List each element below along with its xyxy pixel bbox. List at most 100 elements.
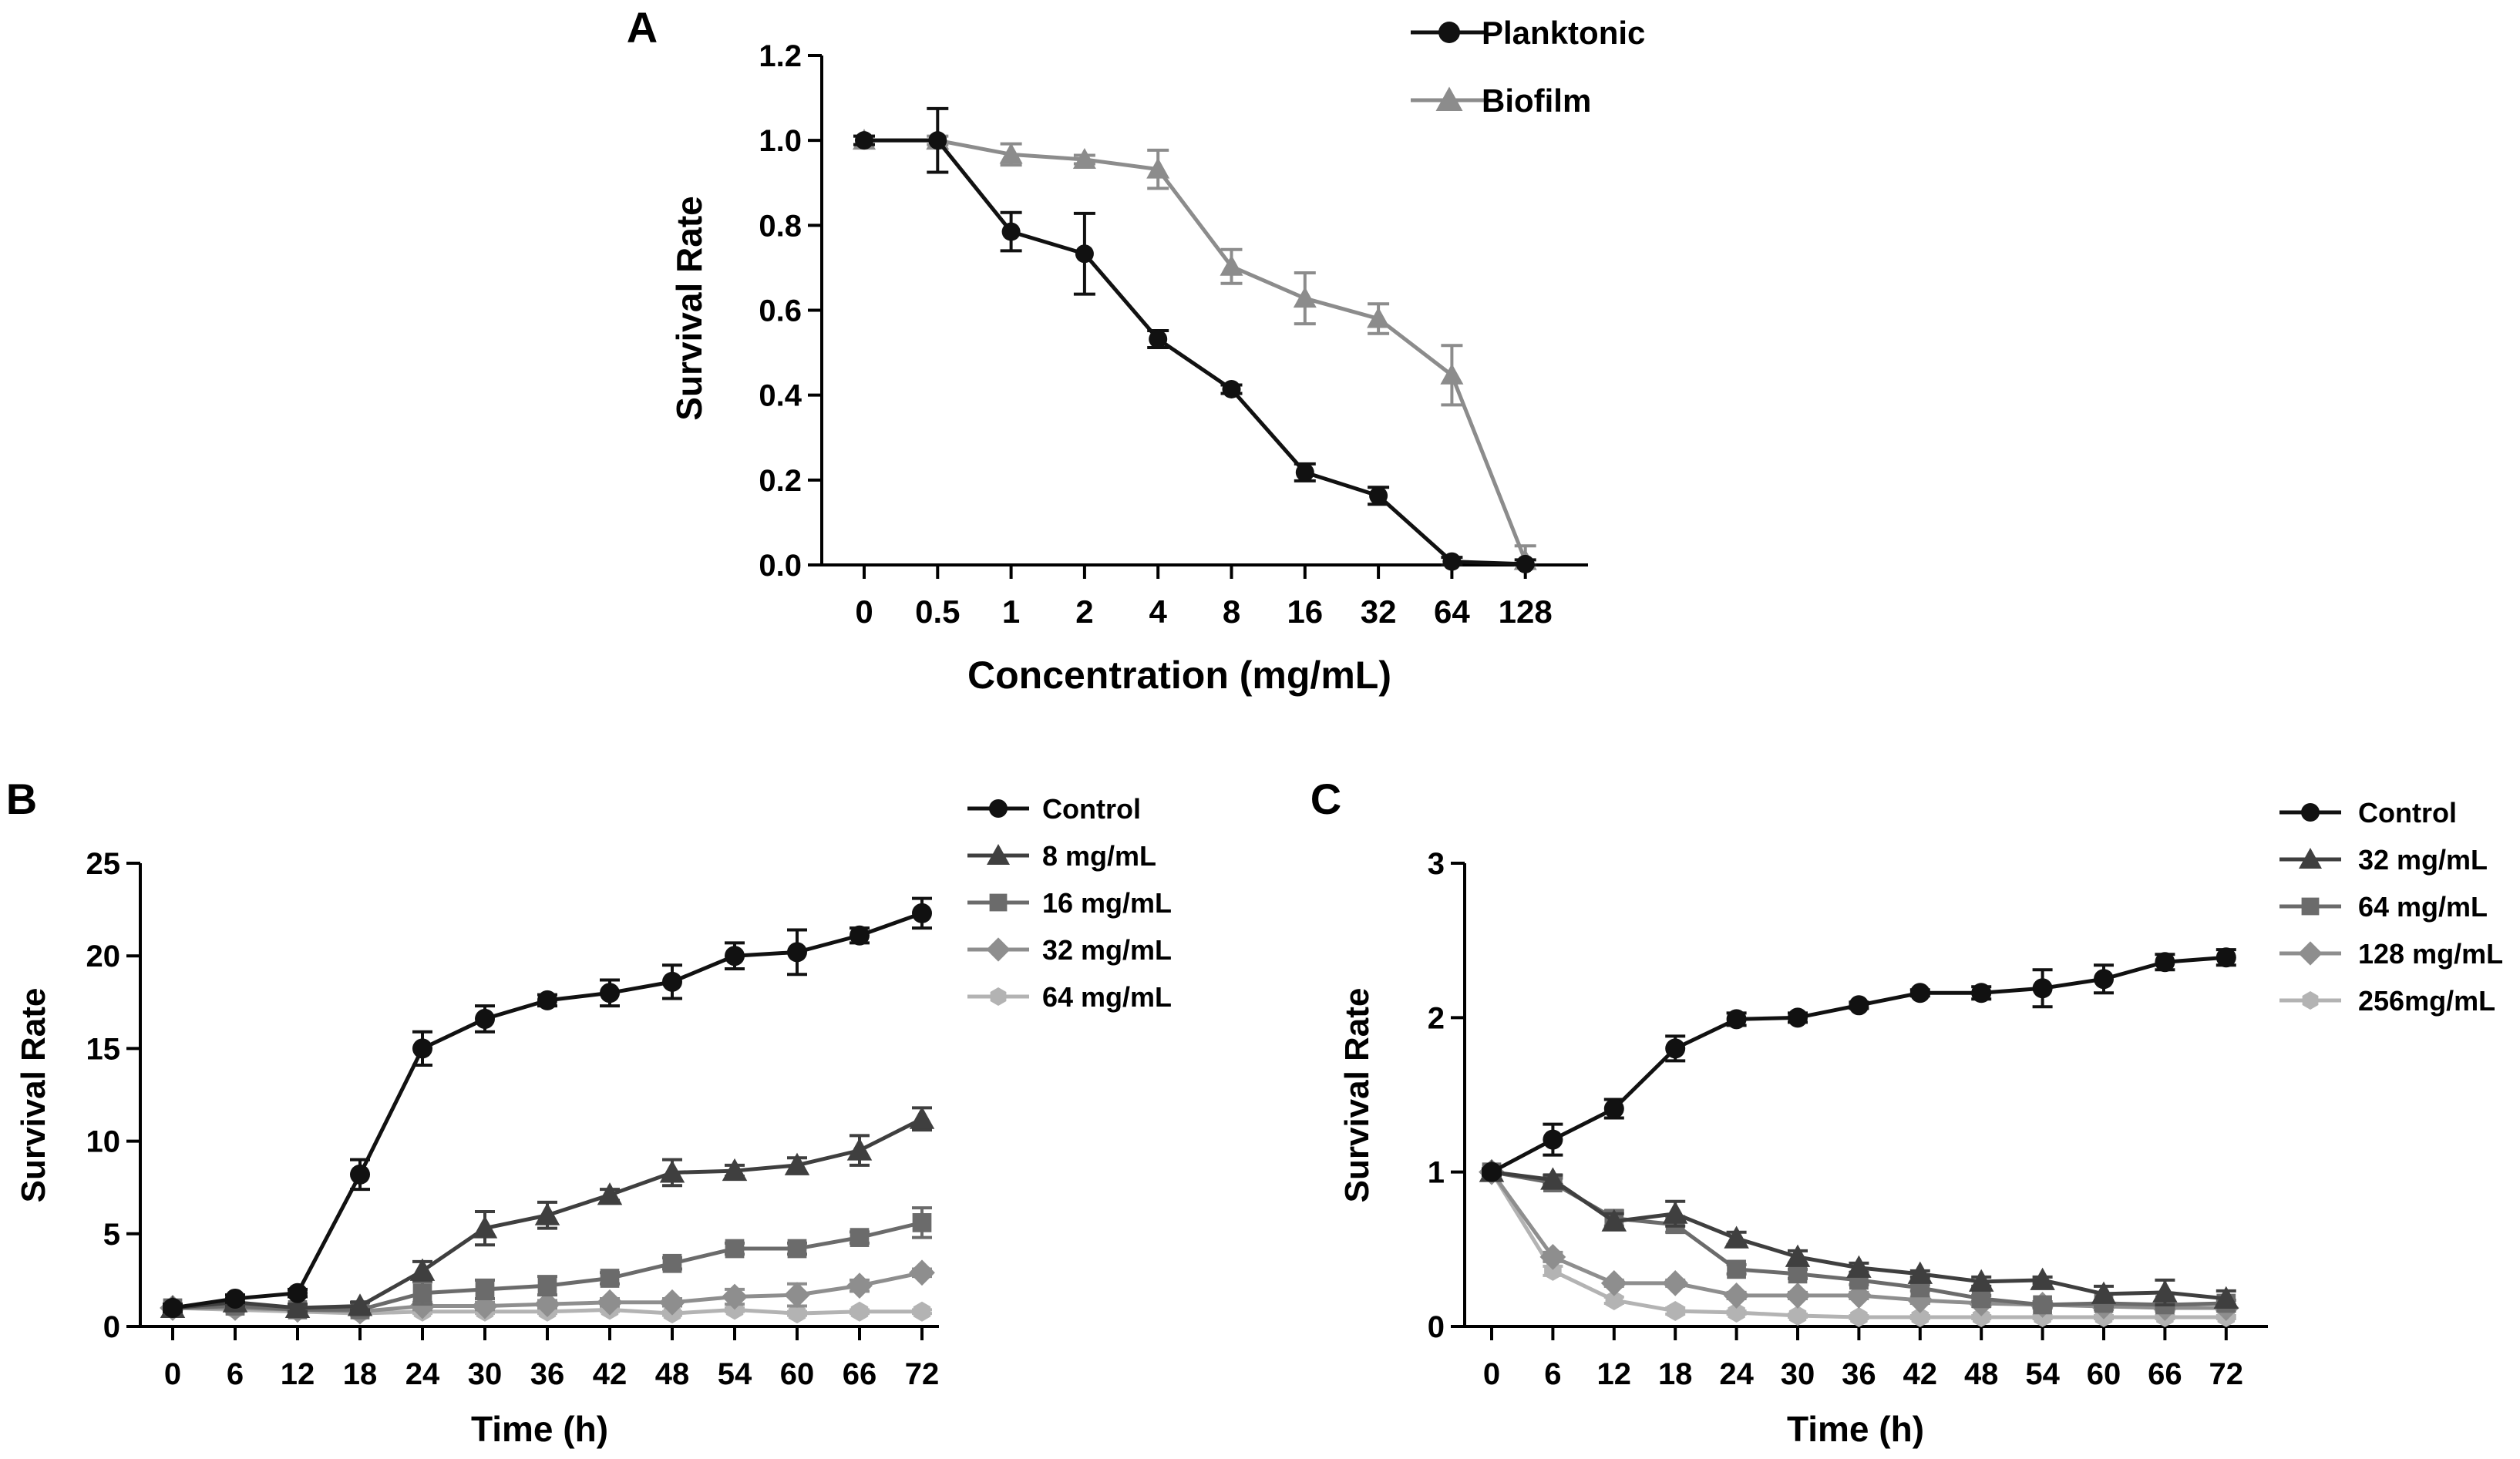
- x-tick-label: 0: [164, 1357, 181, 1391]
- data-point: [472, 1293, 498, 1319]
- x-tick-label: 0.5: [915, 593, 960, 630]
- legend-item: Planktonic: [1411, 15, 1645, 51]
- x-tick-label: 12: [1597, 1357, 1632, 1391]
- x-tick-label: 18: [343, 1357, 378, 1391]
- legend-item: 64 mg/mL: [967, 981, 1172, 1013]
- data-point: [850, 1228, 870, 1247]
- x-tick-label: 54: [2025, 1357, 2060, 1391]
- data-point: [412, 1038, 432, 1059]
- data-point: [534, 1202, 560, 1225]
- data-point: [1971, 983, 1992, 1003]
- panel-letter: B: [6, 775, 37, 823]
- data-point: [1369, 486, 1388, 506]
- data-point: [850, 1301, 869, 1322]
- panel-letter: C: [1310, 775, 1341, 823]
- legend-item: 128 mg/mL: [2279, 938, 2503, 970]
- data-point: [725, 946, 745, 967]
- data-point: [597, 1182, 623, 1205]
- legend-label: 8 mg/mL: [1042, 840, 1156, 872]
- panel-letter: A: [627, 3, 658, 52]
- data-point: [1482, 1161, 1502, 1182]
- data-point: [787, 942, 807, 963]
- x-axis-label: Time (h): [471, 1409, 608, 1449]
- x-tick-label: 72: [905, 1357, 940, 1391]
- data-point: [1295, 462, 1314, 482]
- y-axis-label: Survival Rate: [669, 196, 709, 420]
- y-tick-label: 1.2: [759, 39, 802, 73]
- x-tick-label: 24: [405, 1357, 440, 1391]
- legend-item: 32 mg/mL: [2279, 844, 2488, 876]
- data-point: [1222, 379, 1241, 398]
- legend-label: 32 mg/mL: [1042, 934, 1172, 966]
- data-point: [787, 1239, 807, 1259]
- series-control: [1482, 947, 2236, 1182]
- x-tick-label: 30: [1781, 1357, 1815, 1391]
- x-tick-label: 32: [1361, 593, 1397, 630]
- legend-label: 64 mg/mL: [1042, 981, 1172, 1013]
- data-point: [1723, 1283, 1750, 1309]
- data-point: [288, 1283, 308, 1303]
- series-biofilm: [853, 129, 1537, 570]
- x-tick-label: 0: [1483, 1357, 1500, 1391]
- x-tick-label: 2: [1075, 593, 1093, 630]
- series-128-mg-ml: [1479, 1158, 2239, 1321]
- data-point: [1666, 1300, 1684, 1321]
- y-tick-label: 0.0: [759, 549, 802, 583]
- data-point: [1850, 1306, 1868, 1327]
- data-point: [409, 1293, 436, 1319]
- x-axis-label: Concentration (mg/mL): [967, 654, 1391, 697]
- data-point: [1909, 983, 1930, 1003]
- data-point: [912, 903, 932, 923]
- data-point: [1220, 254, 1243, 276]
- legend-marker: [986, 937, 1011, 962]
- data-point: [2216, 947, 2236, 968]
- x-tick-label: 36: [530, 1357, 565, 1391]
- y-tick-label: 0.6: [759, 294, 802, 328]
- y-tick-label: 0: [103, 1310, 120, 1344]
- data-point: [846, 1272, 873, 1299]
- data-point: [2091, 1281, 2117, 1304]
- data-point: [2032, 978, 2053, 999]
- data-point: [2030, 1267, 2055, 1290]
- data-point: [1788, 1264, 1808, 1284]
- y-tick-label: 2: [1428, 1001, 1445, 1035]
- data-point: [784, 1152, 810, 1175]
- data-point: [2152, 1279, 2178, 1303]
- x-tick-label: 64: [1434, 593, 1470, 630]
- legend-marker: [1438, 22, 1460, 43]
- legend-marker: [1435, 86, 1463, 111]
- legend-marker: [990, 987, 1007, 1006]
- y-tick-label: 0: [1428, 1310, 1445, 1344]
- x-tick-label: 8: [1223, 593, 1240, 630]
- data-point: [537, 990, 557, 1010]
- legend-item: 32 mg/mL: [967, 934, 1172, 966]
- legend-item: 16 mg/mL: [967, 887, 1172, 919]
- legend-item: Biofilm: [1411, 82, 1591, 119]
- data-point: [659, 1160, 685, 1183]
- data-point: [855, 131, 873, 150]
- data-point: [1146, 157, 1170, 179]
- data-point: [1605, 1289, 1623, 1310]
- data-point: [472, 1215, 498, 1239]
- data-point: [1726, 1009, 1747, 1030]
- x-tick-label: 48: [1964, 1357, 1999, 1391]
- data-point: [475, 1279, 495, 1299]
- data-point: [909, 1259, 935, 1286]
- x-tick-label: 30: [468, 1357, 503, 1391]
- legend-label: Planktonic: [1482, 15, 1645, 51]
- data-point: [2155, 952, 2175, 973]
- data-point: [1785, 1244, 1811, 1267]
- x-tick-label: 60: [2087, 1357, 2121, 1391]
- x-axis-label: Time (h): [1787, 1409, 1924, 1449]
- x-tick-label: 66: [2148, 1357, 2182, 1391]
- legend-item: 64 mg/mL: [2279, 891, 2488, 923]
- data-point: [788, 1303, 806, 1324]
- legend-item: Control: [2279, 797, 2457, 829]
- x-tick-label: 4: [1149, 593, 1168, 630]
- y-tick-label: 0.4: [759, 379, 802, 413]
- data-point: [725, 1239, 745, 1259]
- data-point: [350, 1164, 370, 1185]
- data-point: [597, 1289, 623, 1316]
- data-point: [1516, 554, 1535, 573]
